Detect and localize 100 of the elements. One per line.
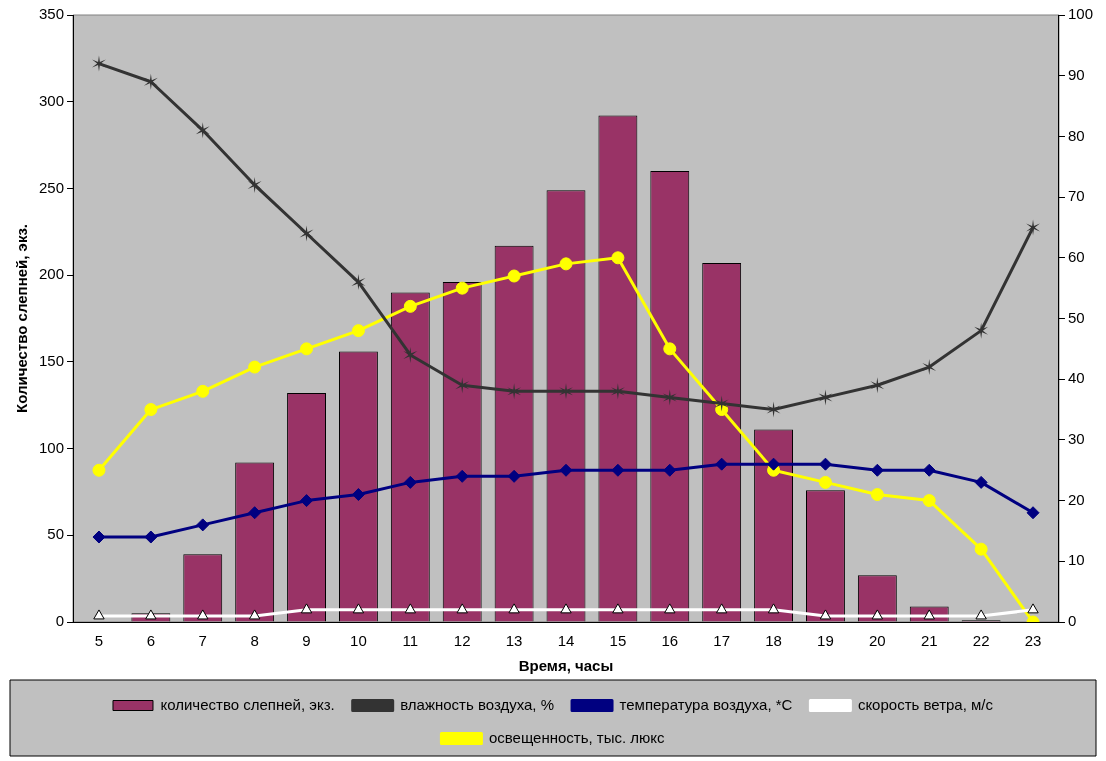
y2-tick-label: 90 xyxy=(1067,65,1085,83)
x-tick-label: 5 xyxy=(94,632,104,650)
y-tick-label: 250 xyxy=(39,178,65,196)
y-tick-label: 0 xyxy=(55,612,65,630)
point xyxy=(663,463,677,477)
x-tick-label: 15 xyxy=(609,632,627,650)
point xyxy=(247,176,262,193)
x-tick-label: 21 xyxy=(920,632,938,650)
x-tick-label: 8 xyxy=(250,632,259,650)
point xyxy=(974,475,988,489)
point xyxy=(922,359,937,376)
legend-label: скорость ветра, м/с xyxy=(857,695,994,713)
x-axis-title: Время, часы xyxy=(518,657,614,675)
point xyxy=(507,269,521,283)
point xyxy=(767,457,781,471)
point xyxy=(455,377,470,394)
x-tick-label: 19 xyxy=(817,632,834,650)
point xyxy=(404,603,417,614)
x-tick-label: 12 xyxy=(453,632,471,650)
point xyxy=(767,603,780,614)
point xyxy=(714,395,729,412)
point xyxy=(1027,603,1039,614)
x-tick-label: 7 xyxy=(198,632,207,650)
point xyxy=(663,342,677,356)
point xyxy=(819,609,832,620)
legend-label: температура воздуха, *С xyxy=(619,695,793,713)
point xyxy=(300,494,314,508)
x-tick-label: 13 xyxy=(505,632,523,650)
point xyxy=(974,322,989,339)
point xyxy=(715,457,729,471)
point xyxy=(922,463,936,477)
point xyxy=(93,609,105,620)
x-tick-label: 22 xyxy=(972,632,990,650)
point xyxy=(662,389,677,406)
y2-tick-label: 60 xyxy=(1067,247,1085,265)
point xyxy=(351,324,365,338)
point xyxy=(248,360,262,374)
point xyxy=(145,609,157,620)
point xyxy=(299,225,314,242)
point xyxy=(403,346,418,363)
point xyxy=(351,274,366,291)
point xyxy=(818,389,833,406)
point xyxy=(560,603,572,614)
point xyxy=(300,342,314,356)
point xyxy=(612,603,624,614)
y2-tick-label: 10 xyxy=(1067,551,1085,569)
point xyxy=(871,609,884,620)
y2-tick-label: 0 xyxy=(1067,612,1077,630)
point xyxy=(611,463,625,477)
point xyxy=(196,518,210,532)
point xyxy=(352,603,365,614)
point xyxy=(610,383,625,400)
legend-label: влажность воздуха, % xyxy=(400,695,555,713)
point xyxy=(92,463,106,477)
point xyxy=(144,530,158,544)
point xyxy=(195,122,210,139)
point xyxy=(818,475,832,489)
point xyxy=(664,603,676,614)
y2-tick-label: 30 xyxy=(1067,430,1085,448)
y-axis-title: Количество слепней, экз. xyxy=(13,223,31,414)
point xyxy=(818,457,832,471)
x-tick-label: 14 xyxy=(557,632,575,650)
y2-tick-label: 20 xyxy=(1067,490,1085,508)
point xyxy=(196,384,210,398)
point xyxy=(870,488,884,502)
point xyxy=(144,403,158,417)
y2-tick-label: 50 xyxy=(1067,308,1085,326)
legend-label: количество слепней, экз. xyxy=(160,695,335,713)
point xyxy=(870,463,884,477)
point xyxy=(1026,506,1040,520)
y2-tick-label: 70 xyxy=(1067,187,1085,205)
point xyxy=(559,257,573,271)
y-tick-label: 100 xyxy=(39,438,65,456)
y-tick-label: 50 xyxy=(47,525,65,543)
point xyxy=(559,463,573,477)
point xyxy=(922,494,936,508)
x-tick-label: 11 xyxy=(402,632,419,650)
x-tick-label: 17 xyxy=(713,632,731,650)
x-tick-label: 18 xyxy=(765,632,782,650)
point xyxy=(455,469,469,483)
point xyxy=(715,603,728,614)
point xyxy=(611,251,625,265)
point xyxy=(248,609,261,620)
point xyxy=(403,299,417,313)
point xyxy=(403,475,417,489)
x-tick-label: 9 xyxy=(302,632,311,650)
point xyxy=(300,603,313,614)
x-tick-label: 23 xyxy=(1024,632,1042,650)
point xyxy=(248,506,262,520)
point xyxy=(508,603,520,614)
point xyxy=(92,530,106,544)
point xyxy=(455,281,469,295)
y-tick-label: 300 xyxy=(39,91,65,109)
point xyxy=(766,401,781,418)
y-tick-label: 350 xyxy=(39,5,65,23)
y-tick-label: 150 xyxy=(39,352,65,369)
y2-tick-label: 100 xyxy=(1067,5,1093,23)
point xyxy=(974,542,988,556)
point xyxy=(456,603,468,614)
y2-tick-label: 80 xyxy=(1067,126,1085,144)
